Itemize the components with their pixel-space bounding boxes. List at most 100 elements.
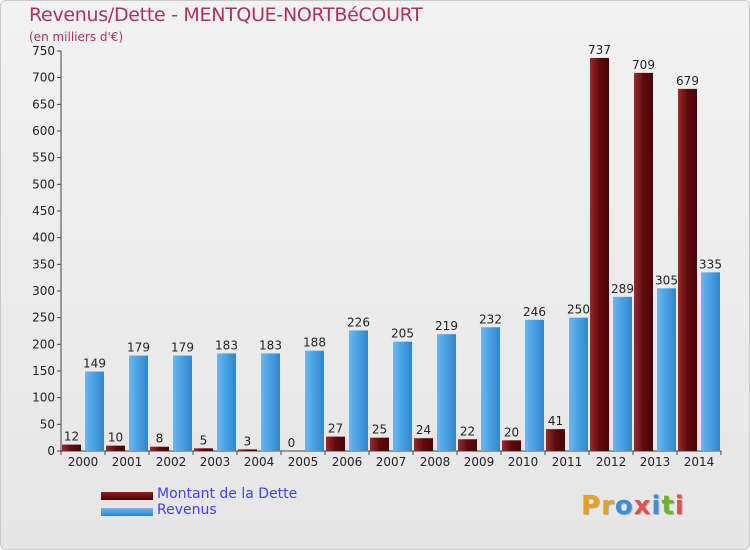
logo-letter: i [651, 491, 662, 521]
value-label-dette: 24 [416, 423, 431, 437]
value-label-revenus: 219 [435, 319, 458, 333]
bar-revenus [613, 296, 632, 451]
value-label-revenus: 149 [83, 357, 106, 371]
bar-revenus [569, 317, 588, 451]
y-tick-label: 150 [32, 364, 55, 378]
y-tick-label: 350 [32, 257, 55, 271]
value-label-revenus: 232 [479, 312, 502, 326]
value-label-dette: 5 [200, 433, 208, 447]
x-tick-label: 2010 [508, 455, 539, 469]
y-tick-label: 50 [40, 417, 55, 431]
bar-revenus [85, 371, 104, 451]
bar-dette [502, 440, 521, 451]
value-label-revenus: 205 [391, 327, 414, 341]
axis-layer: 0501001502002503003504004505005506006507… [32, 44, 722, 469]
x-tick-label: 2003 [200, 455, 231, 469]
y-tick-label: 200 [32, 337, 55, 351]
y-tick-label: 550 [32, 151, 55, 165]
legend-label-dette: Montant de la Dette [157, 486, 298, 502]
value-label-revenus: 183 [259, 338, 282, 352]
chart-subtitle: (en milliers d'€) [29, 30, 124, 44]
logo-letter: r [601, 491, 615, 521]
value-label-dette: 27 [328, 422, 343, 436]
value-label-dette: 25 [372, 423, 387, 437]
value-label-dette: 41 [548, 414, 563, 428]
y-tick-label: 650 [32, 97, 55, 111]
x-tick-label: 2012 [596, 455, 627, 469]
value-label-dette: 20 [504, 425, 519, 439]
y-tick-label: 250 [32, 311, 55, 325]
x-tick-label: 2014 [684, 455, 715, 469]
x-tick-label: 2005 [288, 455, 319, 469]
bars-layer [62, 57, 720, 451]
value-label-dette: 737 [588, 43, 611, 57]
value-label-revenus: 289 [611, 282, 634, 296]
bar-revenus [437, 334, 456, 451]
legend-label-revenus: Revenus [157, 502, 217, 518]
legend-swatch-revenus [101, 508, 153, 516]
value-label-dette: 679 [676, 74, 699, 88]
x-tick-label: 2002 [156, 455, 187, 469]
value-label-dette: 22 [460, 424, 475, 438]
bar-dette [150, 446, 169, 451]
bar-revenus [481, 327, 500, 451]
bar-revenus [173, 355, 192, 451]
bar-dette [458, 439, 477, 451]
bar-revenus [129, 355, 148, 451]
value-label-dette: 709 [632, 58, 655, 72]
bar-revenus [305, 350, 324, 451]
logo-letter: o [614, 491, 634, 521]
proxiti-logo: Proxiti [581, 491, 685, 521]
logo-letter: P [581, 491, 602, 521]
x-tick-label: 2011 [552, 455, 583, 469]
x-tick-label: 2009 [464, 455, 495, 469]
value-label-dette: 8 [156, 432, 164, 446]
y-tick-label: 300 [32, 284, 55, 298]
value-label-revenus: 250 [567, 303, 590, 317]
y-tick-label: 700 [32, 71, 55, 85]
value-label-dette: 0 [288, 436, 296, 450]
bar-dette [370, 437, 389, 451]
value-label-revenus: 179 [127, 341, 150, 355]
bar-dette [590, 57, 609, 451]
bar-revenus [657, 288, 676, 451]
bar-dette [106, 445, 125, 451]
x-tick-label: 2001 [112, 455, 143, 469]
chart-title: Revenus/Dette - MENTQUE-NORTBéCOURT [29, 4, 423, 26]
value-label-revenus: 226 [347, 315, 370, 329]
bar-revenus [261, 353, 280, 451]
value-label-revenus: 188 [303, 336, 326, 350]
bar-dette [414, 438, 433, 451]
value-label-revenus: 183 [215, 338, 238, 352]
x-tick-label: 2013 [640, 455, 671, 469]
y-tick-label: 400 [32, 231, 55, 245]
value-label-dette: 12 [64, 430, 79, 444]
bar-dette [194, 448, 213, 451]
bar-dette [326, 436, 345, 451]
value-label-dette: 3 [244, 434, 252, 448]
x-tick-label: 2006 [332, 455, 363, 469]
y-tick-label: 450 [32, 204, 55, 218]
y-tick-label: 500 [32, 177, 55, 191]
value-label-revenus: 335 [699, 257, 722, 271]
y-tick-label: 0 [47, 444, 55, 458]
legend-swatch-dette [101, 492, 153, 500]
bar-revenus [701, 272, 720, 451]
bar-revenus [525, 319, 544, 451]
logo-letter: x [633, 491, 652, 521]
labels-layer: 12 149 10 179 8 179 5 183 3 183 0 188 27 226 25 205 24 21… [64, 43, 722, 450]
value-label-revenus: 305 [655, 273, 678, 287]
bar-dette [238, 449, 257, 451]
x-tick-label: 2004 [244, 455, 275, 469]
bar-revenus [217, 353, 236, 451]
y-tick-label: 100 [32, 391, 55, 405]
value-label-revenus: 246 [523, 305, 546, 319]
bar-dette [62, 444, 81, 451]
logo-letter: t [661, 491, 675, 521]
y-tick-label: 750 [32, 44, 55, 58]
bar-dette [678, 88, 697, 451]
bar-dette [634, 72, 653, 451]
value-label-dette: 10 [108, 431, 123, 445]
